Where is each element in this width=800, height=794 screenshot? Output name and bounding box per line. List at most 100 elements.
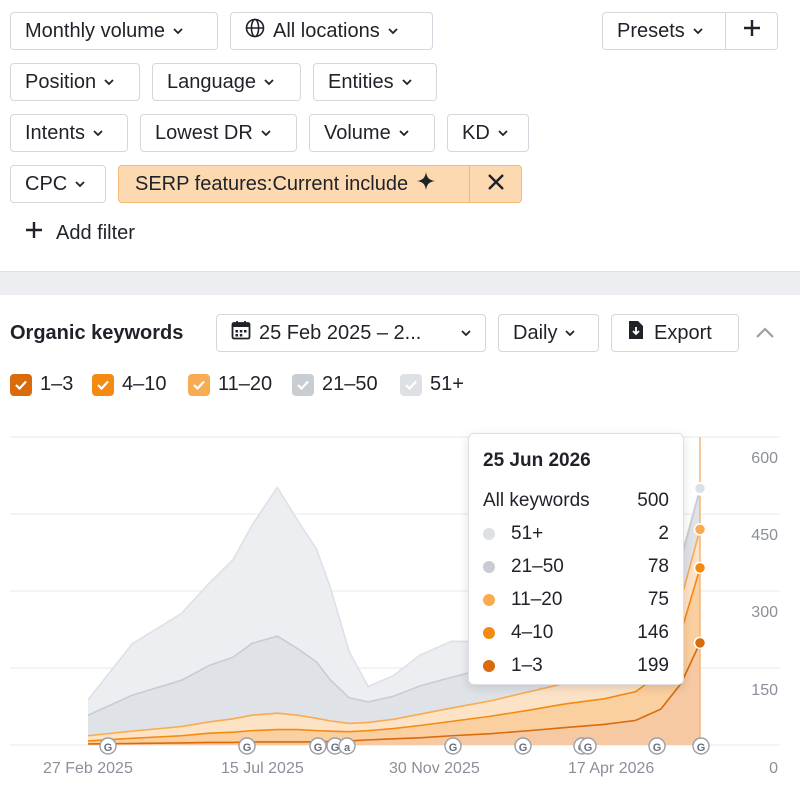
export-icon (626, 320, 646, 346)
presets-button[interactable]: Presets (602, 12, 726, 50)
update-marker-label: G (653, 742, 662, 754)
intents-filter[interactable]: Intents (10, 114, 128, 152)
y-tick-label: 300 (751, 604, 778, 621)
plus-icon (24, 220, 44, 246)
chevron-down-icon (104, 77, 114, 87)
update-marker-label: G (314, 742, 323, 754)
series-dot (483, 560, 495, 573)
legend-label: 21–50 (322, 373, 378, 395)
entities-filter[interactable]: Entities (313, 63, 437, 101)
plus-icon (742, 18, 762, 44)
series-dot (483, 626, 495, 639)
kd-filter[interactable]: KD (447, 114, 529, 152)
legend-label: 51+ (430, 373, 464, 395)
y-tick-label: 150 (751, 682, 778, 699)
chevron-down-icon (401, 77, 412, 87)
tooltip-total-value: 500 (637, 489, 669, 511)
legend-item-1-3[interactable]: 1–3 (10, 373, 73, 396)
legend-item-4-10[interactable]: 4–10 (92, 373, 167, 396)
tooltip-row-value: 75 (647, 588, 669, 610)
update-marker-label: G (104, 742, 113, 754)
cpc-label: CPC (25, 172, 68, 195)
series-line-1–3 (87, 642, 701, 745)
chevron-down-icon (461, 328, 471, 338)
update-marker-label: G (584, 742, 593, 754)
tooltip-row-name: 51+ (511, 522, 544, 544)
date-range-picker[interactable]: 25 Feb 2025 – 2... (216, 314, 486, 352)
tooltip-row: 11–20 75 (483, 583, 669, 616)
series-line-4–10 (87, 567, 701, 742)
update-marker (309, 737, 327, 755)
hover-dot-11–20 (693, 523, 707, 536)
checkbox-checked-icon (10, 373, 32, 396)
volume-label: Volume (324, 121, 391, 144)
add-preset-button[interactable] (725, 12, 778, 50)
checkbox-checked-icon (400, 373, 422, 396)
monthly-volume-filter[interactable]: Monthly volume (10, 12, 218, 50)
volume-filter[interactable]: Volume (309, 114, 435, 152)
tooltip-row-name: 4–10 (511, 621, 554, 643)
update-marker-label: G (243, 742, 252, 754)
granularity-label: Daily (513, 321, 558, 344)
remove-filter-button[interactable] (469, 166, 521, 202)
checkbox-checked-icon (188, 373, 210, 396)
language-filter[interactable]: Language (152, 63, 301, 101)
update-marker (648, 737, 666, 755)
sparkle-icon (416, 171, 436, 197)
legend-item-11-20[interactable]: 11–20 (188, 373, 272, 396)
update-marker-label: a (344, 742, 351, 754)
legend-item-51-plus[interactable]: 51+ (400, 373, 464, 396)
update-marker-label: G (697, 742, 706, 754)
date-range-label: 25 Feb 2025 – 2... (259, 321, 422, 344)
all-locations-filter[interactable]: All locations (230, 12, 433, 50)
update-marker-label: G (331, 742, 340, 754)
chart-tooltip: 25 Jun 2026 All keywords 500 51+ 2 21–50… (468, 433, 684, 685)
export-label: Export (654, 321, 712, 344)
series-area-1–3 (88, 642, 700, 745)
y-tick-label: 0 (769, 760, 778, 777)
tooltip-row-name: 1–3 (511, 654, 543, 676)
chevron-down-icon (75, 179, 85, 189)
series-dot (483, 659, 495, 672)
tooltip-row-name: 21–50 (511, 555, 564, 577)
lowest-dr-filter[interactable]: Lowest DR (140, 114, 297, 152)
legend-label: 1–3 (40, 373, 74, 395)
series-dot (483, 527, 495, 540)
tooltip-row-value: 2 (658, 522, 669, 544)
y-tick-label: 600 (751, 450, 778, 467)
cpc-filter[interactable]: CPC (10, 165, 106, 203)
serp-features-text: SERP features:Current include (135, 172, 409, 195)
legend-label: 4–10 (122, 373, 167, 395)
granularity-select[interactable]: Daily (498, 314, 599, 352)
series-dot (483, 593, 495, 606)
chevron-down-icon (173, 26, 183, 36)
chevron-down-icon (93, 128, 103, 138)
tooltip-row-value: 78 (647, 555, 669, 577)
all-locations-label: All locations (273, 19, 380, 42)
update-marker (444, 737, 462, 755)
chevron-down-icon (388, 26, 398, 36)
add-filter-button[interactable]: Add filter (24, 220, 135, 246)
update-marker (514, 737, 532, 755)
chevron-up-icon (755, 326, 775, 345)
serp-features-label[interactable]: SERP features:Current include (119, 171, 469, 197)
y-tick-label: 450 (751, 527, 778, 544)
tooltip-row: 21–50 78 (483, 550, 669, 583)
add-filter-label: Add filter (56, 221, 135, 244)
collapse-button[interactable] (752, 322, 778, 348)
position-filter[interactable]: Position (10, 63, 140, 101)
calendar-icon (231, 320, 251, 346)
update-marker (99, 737, 117, 755)
globe-icon (245, 18, 265, 44)
close-icon (487, 173, 505, 196)
export-button[interactable]: Export (611, 314, 739, 352)
tooltip-date: 25 Jun 2026 (483, 450, 591, 471)
serp-features-filter[interactable]: SERP features:Current include (118, 165, 522, 203)
section-title: Organic keywords (10, 322, 184, 344)
tooltip-row: 4–10 146 (483, 616, 669, 649)
tooltip-row-name: 11–20 (511, 588, 563, 610)
tooltip-row-value: 199 (637, 654, 669, 676)
language-label: Language (167, 70, 256, 93)
legend-item-21-50[interactable]: 21–50 (292, 373, 378, 396)
presets-label: Presets (617, 19, 685, 42)
